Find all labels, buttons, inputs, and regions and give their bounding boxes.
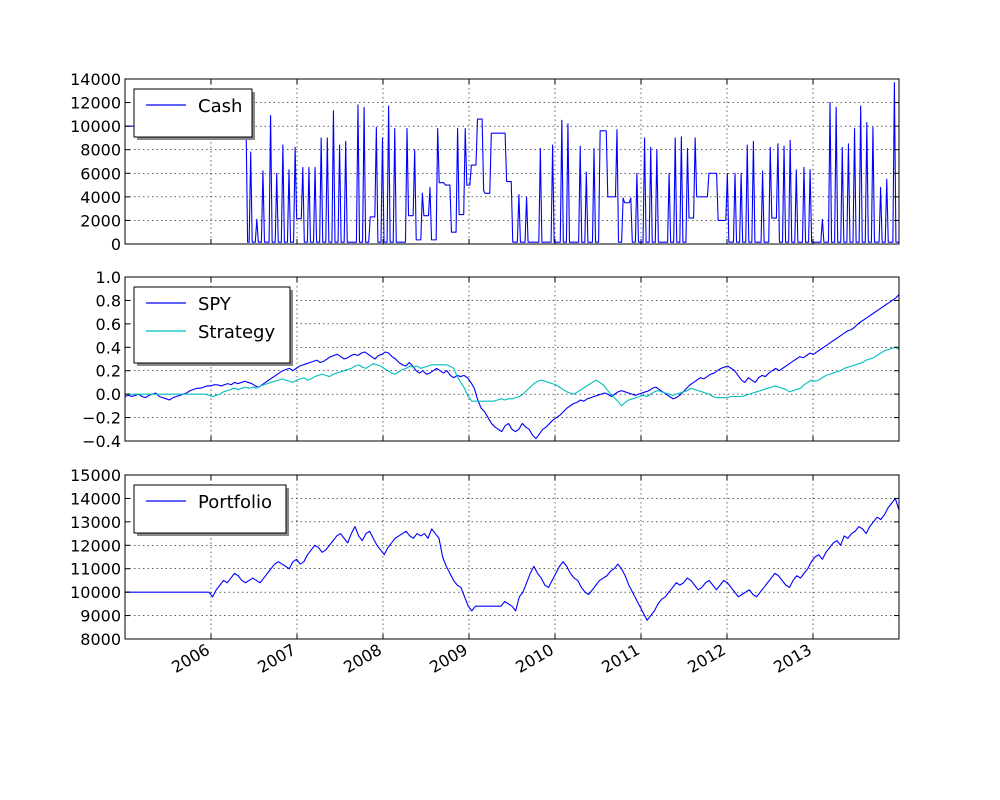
y-axis: 8000 9000 10000 11000 12000 13000 14000 15000 <box>70 466 899 649</box>
y-tick-label: 0.8 <box>96 291 121 310</box>
y-tick-label: 8000 <box>80 141 121 160</box>
x-axis <box>210 79 814 244</box>
y-axis: −0.4 −0.2 0.0 0.2 0.4 0.6 0.8 1.0 <box>82 268 899 451</box>
legend-box <box>133 88 253 138</box>
y-tick-label: 6000 <box>80 164 121 183</box>
y-tick-label: 9000 <box>80 607 121 626</box>
axes-frame <box>124 276 900 442</box>
y-tick-label: 11000 <box>70 560 121 579</box>
legend: SPY Strategy <box>133 286 293 366</box>
legend-label: Portfolio <box>198 492 272 513</box>
y-tick-label: 0.2 <box>96 362 121 381</box>
y-tick-label: −0.2 <box>82 409 121 428</box>
y-tick-label: 8000 <box>80 630 121 649</box>
y-tick-label: 12000 <box>70 94 121 113</box>
legend-label: SPY <box>198 294 232 315</box>
legend-box <box>133 286 291 364</box>
y-tick-label: 10000 <box>70 117 121 136</box>
y-tick-label: 14000 <box>70 70 121 89</box>
series-line-spy <box>124 294 900 440</box>
y-tick-label: 15000 <box>70 466 121 485</box>
y-tick-label: −0.4 <box>82 432 121 451</box>
y-tick-label: 0.0 <box>96 385 121 404</box>
y-tick-label: 1.0 <box>96 268 121 287</box>
y-tick-label: 0.4 <box>96 338 121 357</box>
x-axis <box>210 277 814 441</box>
legend-label: Strategy <box>198 322 275 343</box>
y-tick-label: 10000 <box>70 583 121 602</box>
y-tick-label: 13000 <box>70 513 121 532</box>
y-axis: 0 2000 4000 6000 8000 10000 12000 14000 <box>70 70 899 254</box>
y-tick-label: 12000 <box>70 536 121 555</box>
series-line-portfolio <box>125 497 900 621</box>
y-tick-label: 14000 <box>70 489 121 508</box>
legend: Cash <box>133 88 255 140</box>
y-tick-label: 0 <box>111 235 121 254</box>
legend-box <box>133 484 287 534</box>
series-line-strategy <box>125 346 900 407</box>
grid <box>125 277 899 441</box>
spy-strategy-panel: −0.4 −0.2 0.0 0.2 0.4 0.6 0.8 1.0 SPY Strategy <box>82 268 900 451</box>
y-tick-label: 4000 <box>80 188 121 207</box>
axes-frame <box>124 474 900 640</box>
y-tick-label: 2000 <box>80 211 121 230</box>
y-tick-label: 0.6 <box>96 315 121 334</box>
cash-panel: 0 2000 4000 6000 8000 10000 12000 14000 Cash <box>70 70 900 254</box>
axes-frame <box>124 78 900 245</box>
legend: Portfolio <box>133 484 289 536</box>
series-line-cash <box>125 81 899 243</box>
legend-label: Cash <box>198 96 242 117</box>
